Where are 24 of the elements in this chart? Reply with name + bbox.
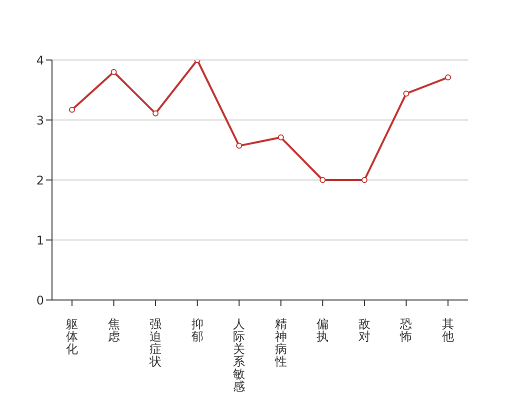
x-tick-label: 其他	[442, 317, 454, 344]
x-tick-label: 人际关系敏感	[233, 317, 246, 394]
point	[152, 110, 159, 116]
point	[236, 142, 242, 149]
point	[110, 69, 117, 75]
x-tick-label: 强迫症状	[148, 317, 162, 368]
x-tick-label: 恐怖	[399, 317, 412, 344]
y-tick-label: 1	[36, 233, 44, 248]
y-tick-label: 0	[36, 293, 44, 308]
y-tick-label: 3	[36, 113, 44, 128]
point	[361, 177, 368, 183]
x-tick-label: 精神病性	[274, 317, 287, 368]
point	[445, 74, 451, 80]
x-tick-label: 抑郁	[191, 317, 204, 344]
y-tick-label: 2	[36, 173, 44, 188]
point	[278, 134, 284, 140]
x-tick-label: 躯体化	[66, 317, 78, 356]
x-tick-label: 焦虑	[108, 317, 120, 344]
x-tick-label: 偏执	[316, 317, 329, 344]
point	[69, 106, 75, 113]
point	[403, 90, 410, 97]
y-tick-label: 4	[36, 53, 44, 68]
point	[320, 177, 326, 183]
x-tick-label: 敌对	[358, 317, 370, 344]
